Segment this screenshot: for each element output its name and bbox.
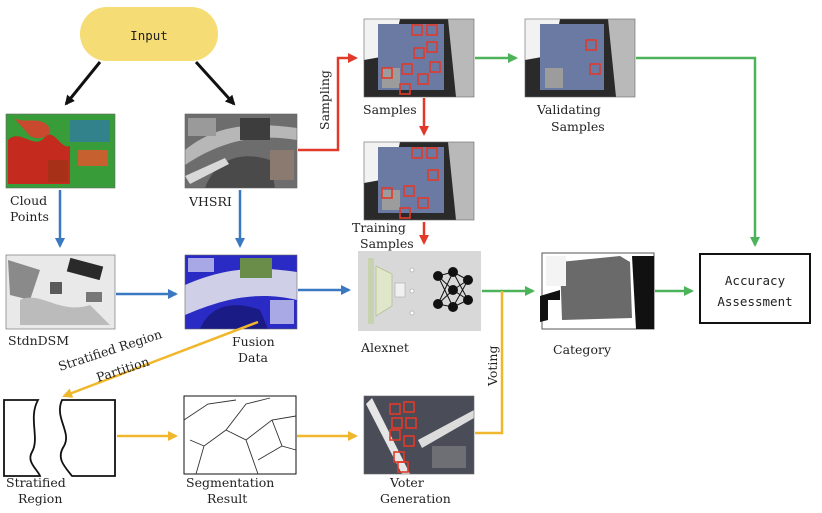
validating-samples-image [524,18,636,98]
input-label: Input [130,28,168,43]
accuracy-assessment-box: Accuracy Assessment [699,253,811,324]
vhsri-image [184,113,298,189]
voter-generation-label-1: Voter [389,475,424,490]
input-node: Input [80,7,218,61]
sampling-edge-label: Sampling [317,70,332,130]
arrow-input-to-vhsri [194,60,236,106]
training-samples-label-1: Training [352,220,406,235]
stratified-region-label-2: Region [18,491,62,506]
arrow-input-to-cloud-points [64,61,102,106]
stratified-region-image [3,399,116,477]
segmentation-result-label-1: Segmentation [186,475,274,490]
cloud-points-label-1: Cloud [10,193,47,208]
stratified-region-label-1: Stratified [6,475,66,490]
voter-generation-label-2: Generation [380,491,451,506]
accuracy-assessment-label-2: Assessment [717,294,792,309]
samples-label: Samples [363,102,417,117]
fusion-data-label-1: Fusion [232,334,275,349]
stdndsm-label: StdnDSM [8,333,69,348]
arrow-voter-voting [475,291,504,435]
arrow-vhsri-to-samples [298,53,358,152]
samples-image [363,18,475,98]
segmentation-result-image [183,395,297,475]
fusion-data-image [184,254,298,330]
cloud-points-label-2: Points [10,209,49,224]
segmentation-result-label-2: Result [207,491,247,506]
validating-samples-label-2: Samples [551,119,605,134]
alexnet-image [358,251,481,331]
fusion-data-label-2: Data [238,350,268,365]
cloud-points-image [5,113,116,189]
validating-samples-label-1: Validating [536,102,601,117]
category-image [540,252,655,330]
vhsri-label: VHSRI [188,194,232,209]
training-samples-label-2: Samples [360,236,414,251]
voting-edge-label: Voting [485,346,500,387]
training-samples-image [363,141,475,221]
alexnet-label: Alexnet [360,340,409,355]
arrow-validating-to-accuracy [636,56,760,247]
accuracy-assessment-label-1: Accuracy [725,273,786,288]
voter-generation-image [363,395,475,475]
stdndsm-image [5,254,116,330]
arrow-fusion-to-stratified [62,320,259,398]
category-label: Category [553,342,612,357]
